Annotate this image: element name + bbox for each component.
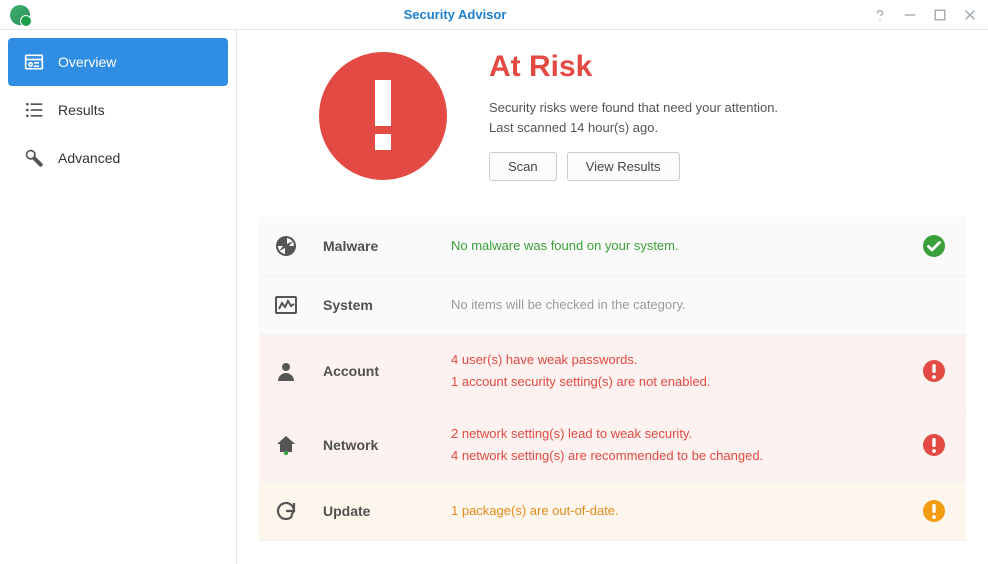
hero-line-1: Security risks were found that need your… bbox=[489, 98, 936, 118]
category-message: 1 account security setting(s) are not en… bbox=[451, 373, 910, 391]
category-name: Network bbox=[323, 437, 451, 453]
scan-button[interactable]: Scan bbox=[489, 152, 557, 181]
account-icon bbox=[273, 358, 299, 384]
system-icon bbox=[273, 292, 299, 318]
category-row-network[interactable]: Network2 network setting(s) lead to weak… bbox=[259, 409, 966, 482]
hero-title: At Risk bbox=[489, 50, 936, 84]
category-list: MalwareNo malware was found on your syst… bbox=[259, 217, 966, 541]
status-risk-icon bbox=[922, 433, 946, 457]
malware-icon bbox=[273, 233, 299, 259]
category-row-update[interactable]: Update1 package(s) are out-of-date. bbox=[259, 482, 966, 541]
category-message: 4 network setting(s) are recommended to … bbox=[451, 447, 910, 465]
app-icon bbox=[10, 5, 30, 25]
titlebar: Security Advisor bbox=[0, 0, 988, 30]
category-row-malware[interactable]: MalwareNo malware was found on your syst… bbox=[259, 217, 966, 276]
sidebar-item-label: Overview bbox=[58, 54, 116, 70]
window-controls bbox=[872, 7, 978, 23]
window-title: Security Advisor bbox=[38, 7, 872, 22]
sidebar-item-results[interactable]: Results bbox=[8, 86, 228, 134]
sidebar-item-label: Advanced bbox=[58, 150, 120, 166]
category-message: 1 package(s) are out-of-date. bbox=[451, 502, 910, 520]
main-content: At Risk Security risks were found that n… bbox=[237, 30, 988, 564]
category-messages: No malware was found on your system. bbox=[451, 237, 910, 255]
risk-badge-icon bbox=[319, 52, 447, 180]
category-message: No malware was found on your system. bbox=[451, 237, 910, 255]
results-icon bbox=[24, 100, 44, 120]
category-name: Malware bbox=[323, 238, 451, 254]
category-messages: 2 network setting(s) lead to weak securi… bbox=[451, 425, 910, 465]
category-name: System bbox=[323, 297, 451, 313]
network-icon bbox=[273, 432, 299, 458]
view-results-button[interactable]: View Results bbox=[567, 152, 680, 181]
close-button[interactable] bbox=[962, 7, 978, 23]
category-row-system[interactable]: SystemNo items will be checked in the ca… bbox=[259, 276, 966, 335]
sidebar-item-label: Results bbox=[58, 102, 105, 118]
update-icon bbox=[273, 498, 299, 524]
sidebar-item-overview[interactable]: Overview bbox=[8, 38, 228, 86]
category-name: Account bbox=[323, 363, 451, 379]
category-messages: 4 user(s) have weak passwords. 1 account … bbox=[451, 351, 910, 391]
category-row-account[interactable]: Account4 user(s) have weak passwords. 1 a… bbox=[259, 335, 966, 408]
overview-icon bbox=[24, 52, 44, 72]
status-ok-icon bbox=[922, 234, 946, 258]
advanced-icon bbox=[24, 148, 44, 168]
category-name: Update bbox=[323, 503, 451, 519]
sidebar-item-advanced[interactable]: Advanced bbox=[8, 134, 228, 182]
maximize-button[interactable] bbox=[932, 7, 948, 23]
category-message: No items will be checked in the category… bbox=[451, 296, 910, 314]
hero-line-2: Last scanned 14 hour(s) ago. bbox=[489, 118, 936, 138]
sidebar: Overview Results Advanced bbox=[0, 30, 237, 564]
category-message: 2 network setting(s) lead to weak securi… bbox=[451, 425, 910, 443]
category-messages: No items will be checked in the category… bbox=[451, 296, 910, 314]
category-messages: 1 package(s) are out-of-date. bbox=[451, 502, 910, 520]
help-button[interactable] bbox=[872, 7, 888, 23]
hero: At Risk Security risks were found that n… bbox=[259, 50, 966, 217]
minimize-button[interactable] bbox=[902, 7, 918, 23]
category-message: 4 user(s) have weak passwords. bbox=[451, 351, 910, 369]
status-none-icon bbox=[922, 293, 946, 317]
status-risk-icon bbox=[922, 359, 946, 383]
status-warn-icon bbox=[922, 499, 946, 523]
